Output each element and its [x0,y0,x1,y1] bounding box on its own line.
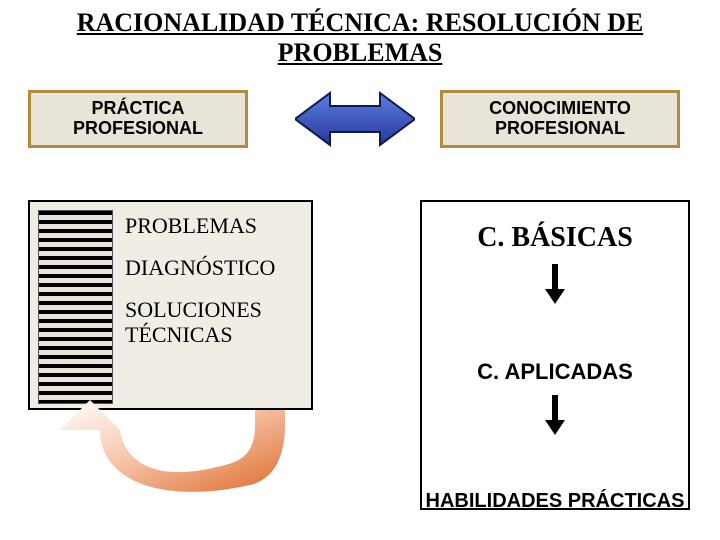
down-arrow-icon [543,395,567,435]
label-c-aplicadas: C. APLICADAS [422,359,688,385]
label-line: PRÁCTICA [91,98,184,118]
label-habilidades: HABILIDADES PRÁCTICAS [422,490,688,512]
label-line: PROFESIONAL [73,118,203,138]
double-arrow-icon [295,88,415,150]
box-practica-profesional: PRÁCTICA PROFESIONAL [28,90,248,148]
box-practica-detail: PROBLEMAS DIAGNÓSTICO SOLUCIONES TÉCNICA… [28,200,313,410]
box-conocimiento-profesional: CONOCIMIENTO PROFESIONAL [440,90,680,148]
stripes-icon [38,210,113,404]
curved-arrow-icon [55,395,305,525]
label-line: PROFESIONAL [495,118,625,138]
item-soluciones: SOLUCIONES TÉCNICAS [125,298,301,346]
page-title: RACIONALIDAD TÉCNICA: RESOLUCIÓN DE PROB… [0,0,720,68]
item-diagnostico: DIAGNÓSTICO [125,256,301,280]
label-c-basicas: C. BÁSICAS [422,202,688,254]
box-conocimiento-detail: C. BÁSICAS C. APLICADAS HABILIDADES PRÁC… [420,200,690,510]
label-line: CONOCIMIENTO [489,98,631,118]
item-problemas: PROBLEMAS [125,214,301,238]
down-arrow-icon [543,264,567,304]
